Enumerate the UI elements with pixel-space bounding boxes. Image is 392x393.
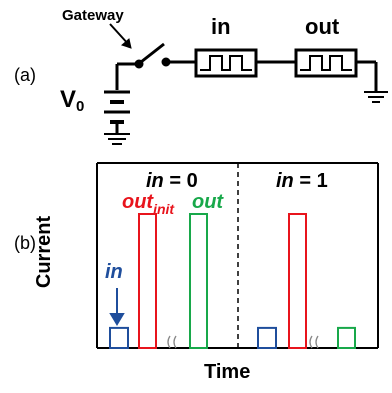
out-element-label: out [305,14,340,39]
panel-b-label: (b) [14,233,36,253]
y-axis-label: Current [33,215,55,289]
pulse-out-init-2 [288,213,307,349]
in-arrow [109,288,125,326]
circuit [104,23,388,145]
pulse-in-1 [109,326,129,349]
source-label: V0 [60,86,85,115]
pulse-out-2 [337,326,356,349]
pulse-out-1 [189,213,208,349]
break-mark-2 [309,335,319,349]
out-element-waveform [300,55,352,71]
source-subscript: 0 [76,98,85,115]
switch-contact-right [161,57,171,67]
out-pulse-label: out [192,191,224,213]
pulse-in-2 [257,326,277,349]
switch-contact-left [134,59,144,69]
x-axis-label: Time [204,361,251,383]
in-element-label: in [211,14,231,39]
pulse-out-init-1 [138,213,157,349]
in-element-waveform [200,55,252,71]
panel-a-label: (a) [14,65,36,85]
gateway-label: Gateway [62,7,124,24]
in-element-box [194,48,258,78]
out-init-pulse-label: outinit [122,191,175,217]
gateway-arrowhead [121,38,132,49]
break-mark-1 [167,335,177,349]
out-init-subscript: init [153,201,175,217]
time-breaks [167,335,319,349]
out-element-box [294,48,358,78]
in-pulse-label: in [105,261,123,283]
switch-blade [140,42,165,64]
region-left-label: in = 0 [146,170,198,192]
pulses [109,213,356,349]
region-right-label: in = 1 [276,170,328,192]
